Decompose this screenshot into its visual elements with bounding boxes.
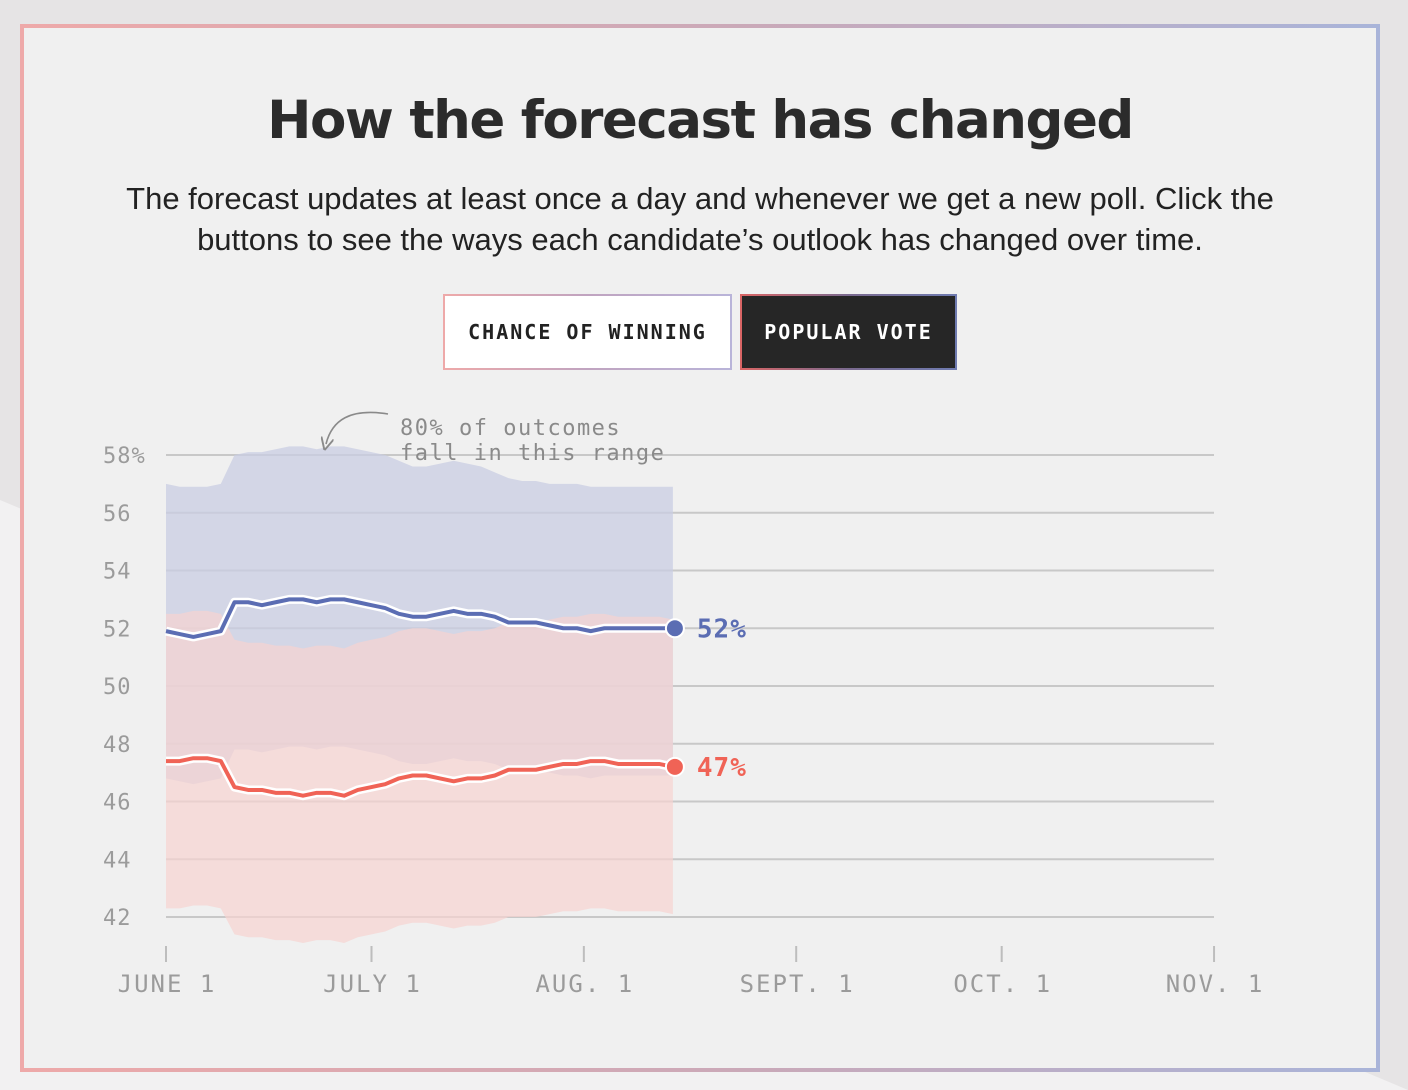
blue-series-line xyxy=(165,597,673,639)
y-tick-label: 46 xyxy=(103,791,132,816)
red-series-line xyxy=(166,756,674,798)
red-end-label: 47% xyxy=(697,753,747,783)
y-tick-label: 58% xyxy=(103,444,146,469)
y-tick-label: 44 xyxy=(103,848,132,873)
y-tick-label: 54 xyxy=(103,560,132,585)
x-tick-label: JUNE 1 xyxy=(118,970,217,998)
red-end-marker xyxy=(664,756,685,777)
annotation-text: 80% of outcomes fall in this range xyxy=(400,416,665,466)
y-tick-label: 50 xyxy=(103,675,132,700)
x-axis: JUNE 1 JULY 1 AUG. 1 SEPT. 1 OCT. 1 NOV. 1 xyxy=(118,946,1265,998)
y-tick-label: 52 xyxy=(103,617,132,642)
blue-end-marker xyxy=(664,618,685,639)
y-tick-label: 56 xyxy=(103,502,132,527)
page-title: How the forecast has changed xyxy=(267,90,1134,151)
annotation-line: fall in this range xyxy=(400,441,665,466)
annotation-line: 80% of outcomes xyxy=(400,416,621,441)
annotation: 80% of outcomes fall in this range xyxy=(326,411,665,466)
x-tick-label: SEPT. 1 xyxy=(740,970,855,998)
blue-end-label: 52% xyxy=(697,614,747,644)
y-tick-label: 42 xyxy=(103,906,132,931)
x-tick-label: JULY 1 xyxy=(323,970,422,998)
popular-vote-button[interactable]: POPULAR VOTE xyxy=(740,294,957,370)
y-axis: 58% 56 54 52 50 48 46 44 42 xyxy=(103,444,146,931)
y-tick-label: 48 xyxy=(103,733,132,758)
x-tick-label: NOV. 1 xyxy=(1166,970,1265,998)
outcome-bands xyxy=(166,446,673,943)
page-subtitle: The forecast updates at least once a day… xyxy=(126,181,1274,257)
annotation-arrow xyxy=(326,411,389,444)
x-tick-label: AUG. 1 xyxy=(535,970,634,998)
x-tick-label: OCT. 1 xyxy=(953,970,1052,998)
chance-of-winning-button[interactable]: CHANCE OF WINNING xyxy=(443,294,732,370)
series-lines: 52% 47% xyxy=(165,594,747,801)
